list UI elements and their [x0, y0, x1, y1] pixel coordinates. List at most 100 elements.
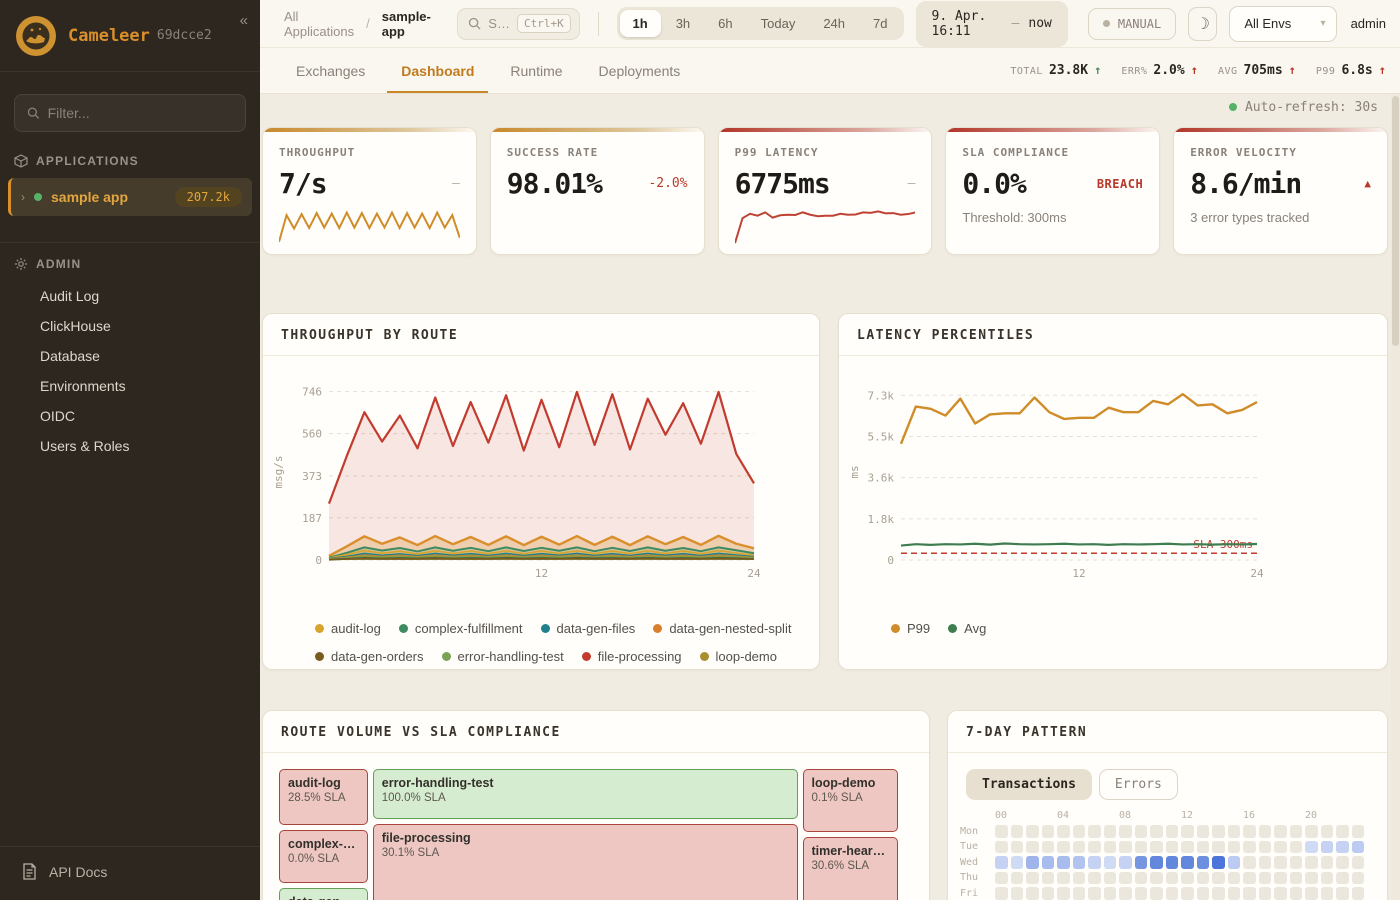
- heatmap-cell[interactable]: [1119, 825, 1132, 838]
- sidebar-item-oidc[interactable]: OIDC: [40, 408, 75, 424]
- heatmap-cell[interactable]: [1227, 856, 1240, 869]
- heatmap-cell[interactable]: [1305, 825, 1318, 838]
- heatmap-cell[interactable]: [1258, 825, 1271, 838]
- heatmap-cell[interactable]: [1134, 840, 1147, 853]
- heatmap-cell[interactable]: [1072, 856, 1085, 869]
- heatmap-cell[interactable]: [1150, 856, 1163, 869]
- heatmap-cell[interactable]: [1274, 871, 1287, 884]
- heatmap-cell[interactable]: [1041, 871, 1054, 884]
- sidebar-item-environments[interactable]: Environments: [40, 378, 126, 394]
- heatmap-cell[interactable]: [1072, 840, 1085, 853]
- heatmap-cell[interactable]: [1320, 856, 1333, 869]
- heatmap-cell[interactable]: [1336, 887, 1349, 900]
- heatmap-cell[interactable]: [1336, 840, 1349, 853]
- heatmap-cell[interactable]: [1134, 887, 1147, 900]
- scrollbar-thumb[interactable]: [1392, 96, 1399, 346]
- heatmap-cell[interactable]: [1041, 856, 1054, 869]
- heatmap-cell[interactable]: [1258, 887, 1271, 900]
- heatmap-cell[interactable]: [1150, 825, 1163, 838]
- heatmap-cell[interactable]: [1196, 825, 1209, 838]
- treemap-tile-data-gen-files[interactable]: data-gen-files100.0% SLA: [279, 888, 368, 900]
- treemap-tile-file-processing[interactable]: file-processing 30.1% SLA: [372, 823, 798, 900]
- env-select[interactable]: All Envs ▾: [1229, 5, 1337, 42]
- heatmap-cell[interactable]: [1026, 825, 1039, 838]
- heatmap-cell[interactable]: [1119, 887, 1132, 900]
- heatmap-cell[interactable]: [1181, 871, 1194, 884]
- heatmap-cell[interactable]: [1258, 871, 1271, 884]
- treemap-tile-error-handling-test[interactable]: error-handling-test 100.0% SLA: [372, 769, 798, 819]
- heatmap-cell[interactable]: [1119, 840, 1132, 853]
- treemap-tile-complex-fulfil-[interactable]: complex-fulfil…0.0% SLA: [279, 830, 368, 884]
- heatmap-cell[interactable]: [995, 825, 1008, 838]
- heatmap-cell[interactable]: [1150, 840, 1163, 853]
- heatmap-cell[interactable]: [1227, 825, 1240, 838]
- heatmap-cell[interactable]: [1274, 856, 1287, 869]
- heatmap-cell[interactable]: [1336, 856, 1349, 869]
- heatmap-cell[interactable]: [1320, 825, 1333, 838]
- heatmap-cell[interactable]: [1274, 840, 1287, 853]
- heatmap-cell[interactable]: [1258, 840, 1271, 853]
- heatmap-cell[interactable]: [1196, 871, 1209, 884]
- heatmap-cell[interactable]: [1336, 825, 1349, 838]
- heatmap-cell[interactable]: [1026, 887, 1039, 900]
- heatmap-cell[interactable]: [1289, 887, 1302, 900]
- time-range-today[interactable]: Today: [748, 10, 809, 37]
- filter-box[interactable]: [14, 94, 246, 132]
- heatmap-cell[interactable]: [1181, 840, 1194, 853]
- heatmap-cell[interactable]: [1181, 825, 1194, 838]
- heatmap-cell[interactable]: [1165, 840, 1178, 853]
- breadcrumb-root[interactable]: All Applications: [284, 8, 355, 39]
- heatmap-cell[interactable]: [1103, 825, 1116, 838]
- heatmap-cell[interactable]: [1227, 887, 1240, 900]
- heatmap-cell[interactable]: [1057, 871, 1070, 884]
- heatmap-cell[interactable]: [1212, 856, 1225, 869]
- heatmap-cell[interactable]: [1227, 840, 1240, 853]
- heatmap-cell[interactable]: [1041, 840, 1054, 853]
- theme-toggle-button[interactable]: ☽: [1188, 6, 1218, 41]
- toggle-errors[interactable]: Errors: [1098, 769, 1178, 800]
- heatmap-cell[interactable]: [1057, 856, 1070, 869]
- heatmap-cell[interactable]: [1010, 856, 1023, 869]
- heatmap-cell[interactable]: [1320, 887, 1333, 900]
- heatmap-cell[interactable]: [1305, 840, 1318, 853]
- heatmap-cell[interactable]: [1212, 887, 1225, 900]
- heatmap-cell[interactable]: [1196, 840, 1209, 853]
- treemap-tile-timer-heartbeat[interactable]: timer-heartbeat30.6% SLA: [802, 837, 898, 900]
- heatmap-cell[interactable]: [1243, 856, 1256, 869]
- chevron-right-icon[interactable]: ›: [21, 190, 25, 204]
- heatmap-cell[interactable]: [1072, 887, 1085, 900]
- heatmap-cell[interactable]: [1088, 856, 1101, 869]
- heatmap-cell[interactable]: [1289, 840, 1302, 853]
- time-range-24h[interactable]: 24h: [810, 10, 858, 37]
- toggle-transactions[interactable]: Transactions: [966, 769, 1092, 800]
- heatmap-cell[interactable]: [1289, 856, 1302, 869]
- heatmap-cell[interactable]: [1103, 887, 1116, 900]
- heatmap-cell[interactable]: [1119, 871, 1132, 884]
- heatmap-cell[interactable]: [1165, 887, 1178, 900]
- treemap-tile-loop-demo[interactable]: loop-demo 0.1% SLA: [802, 769, 898, 833]
- filter-input[interactable]: [47, 105, 233, 121]
- heatmap-cell[interactable]: [1351, 856, 1364, 869]
- heatmap-cell[interactable]: [1026, 856, 1039, 869]
- heatmap-cell[interactable]: [1072, 871, 1085, 884]
- heatmap-cell[interactable]: [1150, 887, 1163, 900]
- heatmap-cell[interactable]: [1134, 871, 1147, 884]
- heatmap-cell[interactable]: [1088, 871, 1101, 884]
- heatmap-cell[interactable]: [1103, 840, 1116, 853]
- time-range-7d[interactable]: 7d: [860, 10, 900, 37]
- heatmap-cell[interactable]: [1026, 871, 1039, 884]
- time-range-6h[interactable]: 6h: [705, 10, 745, 37]
- tab-deployments[interactable]: Deployments: [598, 62, 681, 79]
- heatmap-cell[interactable]: [1351, 887, 1364, 900]
- heatmap-cell[interactable]: [1010, 840, 1023, 853]
- heatmap-cell[interactable]: [1165, 825, 1178, 838]
- heatmap-cell[interactable]: [1057, 840, 1070, 853]
- heatmap-cell[interactable]: [1243, 871, 1256, 884]
- sidebar-item-api-docs[interactable]: API Docs: [0, 846, 260, 900]
- heatmap-cell[interactable]: [995, 871, 1008, 884]
- heatmap-cell[interactable]: [1057, 825, 1070, 838]
- heatmap-cell[interactable]: [1165, 871, 1178, 884]
- heatmap-cell[interactable]: [1041, 825, 1054, 838]
- heatmap-cell[interactable]: [1010, 887, 1023, 900]
- heatmap-cell[interactable]: [1103, 856, 1116, 869]
